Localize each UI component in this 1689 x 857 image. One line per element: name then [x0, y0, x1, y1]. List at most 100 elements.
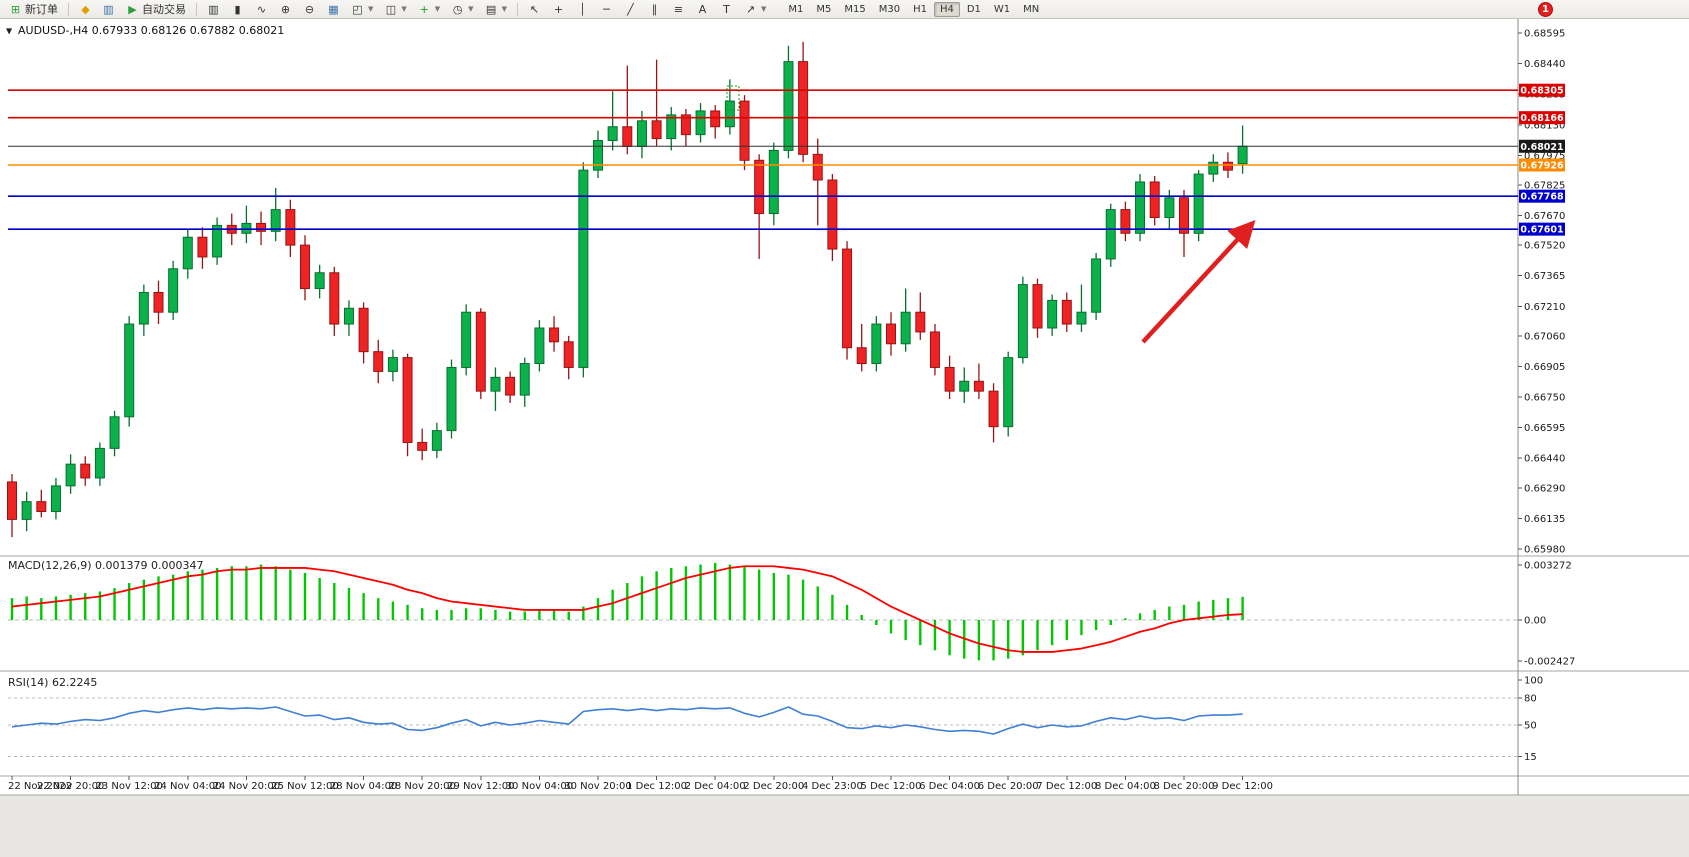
trend-arrow[interactable] [1141, 220, 1256, 344]
price-tick-label: 0.66905 [1524, 362, 1565, 373]
new-chart-icon[interactable]: ◰ ▼ [346, 1, 378, 18]
zoom-in-icon: ⊕ [280, 2, 291, 16]
timeframe-button-mn[interactable]: MN [1023, 3, 1040, 15]
candle [1003, 357, 1014, 428]
zoom-out-icon[interactable]: ⊖ [298, 1, 321, 18]
chart-collapse-icon[interactable]: ▼ [6, 27, 13, 36]
periods-icon[interactable]: ◷ ▼ [446, 1, 478, 18]
equidistant-channel-icon[interactable]: ∥ [643, 1, 666, 18]
timeframe-button-m1[interactable]: M1 [788, 3, 804, 15]
candle [285, 209, 296, 246]
arrows-tool-icon[interactable]: ↗ ▼ [739, 1, 771, 18]
time-axis-label: 8 Dec 04:00 [1095, 781, 1156, 792]
text-label-icon[interactable]: T [715, 1, 738, 18]
candle [505, 376, 516, 396]
candle [549, 327, 560, 343]
candle [900, 311, 911, 345]
candle [417, 441, 428, 451]
templates-icon[interactable]: ▤ ▼ [480, 1, 512, 18]
time-axis-label: 7 Dec 12:00 [1036, 781, 1097, 792]
candle [1047, 299, 1058, 329]
price-tick-label: 0.68440 [1524, 59, 1565, 70]
macd-signal-line [11, 565, 1243, 653]
candlestick-chart-icon[interactable]: ▮ [226, 1, 249, 18]
chart-canvas[interactable]: 0.685950.684400.682850.681300.679750.678… [0, 19, 1689, 857]
macd-label: MACD(12,26,9) 0.001379 0.000347 [8, 559, 204, 572]
candle [1208, 161, 1219, 175]
fibonacci-icon[interactable]: ≡ [667, 1, 690, 18]
crosshair-icon[interactable]: + [547, 1, 570, 18]
chevron-down-icon[interactable]: ▼ [401, 5, 407, 13]
timeframe-button-w1[interactable]: W1 [993, 3, 1011, 15]
indicators-icon[interactable]: + ▼ [413, 1, 445, 18]
candle [827, 179, 838, 250]
timeframe-button-m15[interactable]: M15 [844, 3, 866, 15]
autotrading-play-icon: ▶ [128, 2, 137, 16]
tile-windows-icon: ▦ [328, 2, 339, 16]
candle [1149, 181, 1160, 218]
profiles-icon[interactable]: ◫ ▼ [379, 1, 411, 18]
candle [50, 485, 61, 513]
autotrading-button[interactable]: ▶ 自动交易 [121, 0, 191, 19]
price-level-badge [1519, 222, 1565, 236]
line-chart-icon: ∿ [256, 2, 267, 16]
selected-object-marker[interactable] [726, 85, 740, 111]
timeframe-button-h4[interactable]: H4 [933, 1, 960, 17]
vertical-line-icon[interactable]: │ [571, 1, 594, 18]
candle [944, 366, 955, 392]
market-watch-icon[interactable]: ▥ [97, 1, 120, 18]
price-level-badge-text: 0.67926 [1520, 161, 1564, 172]
candle [1032, 284, 1043, 329]
profiles-icon: ◫ [385, 2, 397, 16]
time-axis-label: 6 Dec 04:00 [919, 781, 980, 792]
price-tick-label: 0.66440 [1524, 454, 1565, 465]
toolbar-separator [196, 2, 197, 16]
candle [138, 291, 149, 325]
timeframe-button-d1[interactable]: D1 [966, 3, 981, 15]
price-level-badge-text: 0.67601 [1520, 225, 1563, 236]
tile-windows-icon[interactable]: ▦ [322, 1, 345, 18]
timeframe-button-m5[interactable]: M5 [816, 3, 832, 15]
candle [446, 366, 457, 432]
chevron-down-icon[interactable]: ▼ [468, 5, 474, 13]
new-order-button[interactable]: ⊞ 新订单 [4, 0, 63, 19]
text-icon[interactable]: A [691, 1, 714, 18]
price-tick-label: 0.67060 [1524, 331, 1565, 342]
timeframe-button-h1[interactable]: H1 [913, 3, 927, 15]
candle [622, 126, 633, 147]
time-axis-label: 30 Nov 04:00 [506, 781, 573, 792]
candle [636, 120, 647, 147]
alerts-icon[interactable]: ◆ [74, 1, 97, 18]
text-label-icon: T [723, 2, 730, 16]
candle [959, 380, 970, 392]
zoom-in-icon[interactable]: ⊕ [274, 1, 297, 18]
bar-chart-icon[interactable]: ▥ [202, 1, 225, 18]
line-chart-icon[interactable]: ∿ [250, 1, 273, 18]
candle [651, 120, 662, 140]
price-level-badge [1519, 189, 1565, 203]
candle [7, 481, 17, 520]
timeframe-button-m30[interactable]: M30 [878, 3, 901, 15]
candle [212, 224, 223, 258]
chart-symbol-header: AUDUSD-,H4 0.67933 0.68126 0.67882 0.680… [18, 24, 284, 37]
notification-area[interactable]: 1 [1538, 1, 1553, 17]
candle [153, 291, 164, 313]
new-chart-icon: ◰ [352, 2, 363, 16]
horizontal-line-icon[interactable]: ─ [595, 1, 618, 18]
toolbar-separator [516, 2, 518, 16]
rsi-line [11, 706, 1243, 735]
candle [21, 501, 32, 520]
trendline-icon[interactable]: ╱ [619, 1, 642, 18]
chevron-down-icon[interactable]: ▼ [434, 5, 441, 13]
price-tick-label: 0.67210 [1524, 302, 1565, 313]
chevron-down-icon[interactable]: ▼ [501, 5, 507, 13]
candle [812, 153, 823, 181]
price-level-badge-text: 0.68021 [1520, 142, 1563, 153]
rsi-axis-label: 100 [1524, 676, 1543, 687]
chevron-down-icon[interactable]: ▼ [368, 5, 374, 13]
candle [1076, 311, 1087, 325]
notification-badge[interactable]: 1 [1538, 1, 1553, 17]
fibonacci-icon: ≡ [673, 2, 684, 16]
cursor-icon[interactable]: ↖ [523, 1, 546, 18]
chevron-down-icon[interactable]: ▼ [760, 5, 767, 13]
